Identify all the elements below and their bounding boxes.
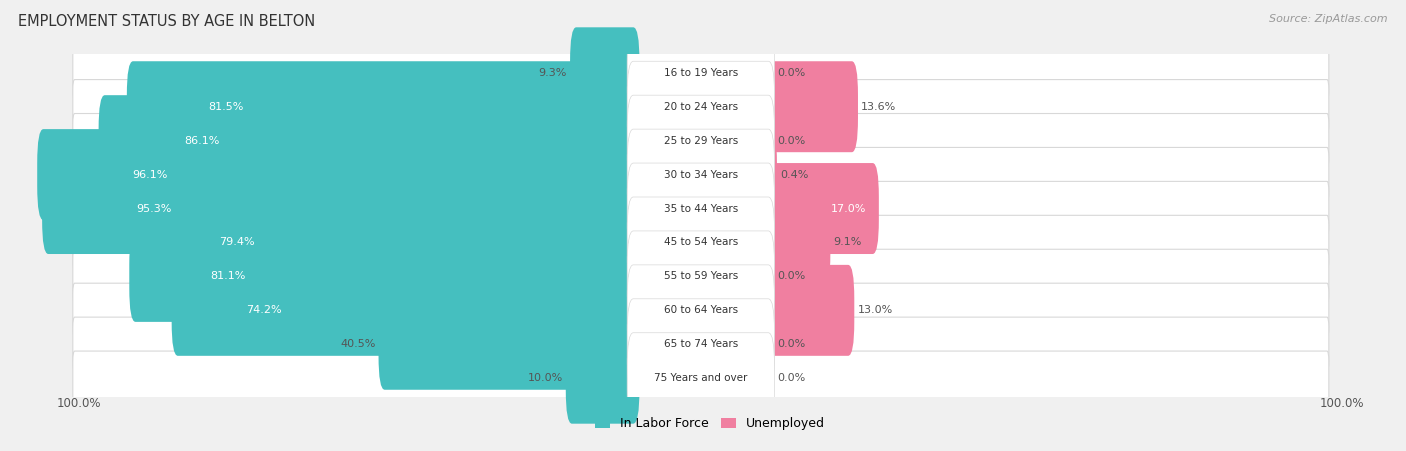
Text: 20 to 24 Years: 20 to 24 Years bbox=[664, 102, 738, 112]
Text: 13.0%: 13.0% bbox=[858, 305, 893, 315]
Text: 65 to 74 Years: 65 to 74 Years bbox=[664, 339, 738, 349]
Text: 81.1%: 81.1% bbox=[209, 272, 246, 281]
FancyBboxPatch shape bbox=[565, 333, 640, 423]
Text: 0.0%: 0.0% bbox=[778, 339, 806, 349]
Text: 75 Years and over: 75 Years and over bbox=[654, 373, 748, 383]
FancyBboxPatch shape bbox=[762, 129, 778, 220]
Text: 81.5%: 81.5% bbox=[208, 102, 243, 112]
FancyBboxPatch shape bbox=[627, 333, 775, 423]
FancyBboxPatch shape bbox=[139, 197, 640, 288]
FancyBboxPatch shape bbox=[73, 147, 1329, 202]
FancyBboxPatch shape bbox=[627, 299, 775, 390]
FancyBboxPatch shape bbox=[627, 231, 775, 322]
Text: 30 to 34 Years: 30 to 34 Years bbox=[664, 170, 738, 179]
FancyBboxPatch shape bbox=[73, 249, 1329, 304]
FancyBboxPatch shape bbox=[627, 265, 775, 356]
FancyBboxPatch shape bbox=[73, 215, 1329, 270]
Text: 17.0%: 17.0% bbox=[831, 203, 866, 213]
FancyBboxPatch shape bbox=[762, 61, 858, 152]
Text: 35 to 44 Years: 35 to 44 Years bbox=[664, 203, 738, 213]
Text: 0.0%: 0.0% bbox=[778, 272, 806, 281]
FancyBboxPatch shape bbox=[378, 299, 640, 390]
FancyBboxPatch shape bbox=[627, 28, 775, 118]
FancyBboxPatch shape bbox=[129, 231, 640, 322]
Text: 55 to 59 Years: 55 to 59 Years bbox=[664, 272, 738, 281]
FancyBboxPatch shape bbox=[627, 129, 775, 220]
Text: 60 to 64 Years: 60 to 64 Years bbox=[664, 305, 738, 315]
FancyBboxPatch shape bbox=[172, 265, 640, 356]
FancyBboxPatch shape bbox=[627, 95, 775, 186]
FancyBboxPatch shape bbox=[627, 61, 775, 152]
Text: 0.0%: 0.0% bbox=[778, 373, 806, 383]
Text: 0.4%: 0.4% bbox=[780, 170, 808, 179]
Text: Source: ZipAtlas.com: Source: ZipAtlas.com bbox=[1270, 14, 1388, 23]
FancyBboxPatch shape bbox=[98, 95, 640, 186]
FancyBboxPatch shape bbox=[73, 114, 1329, 168]
FancyBboxPatch shape bbox=[127, 61, 640, 152]
FancyBboxPatch shape bbox=[73, 283, 1329, 337]
FancyBboxPatch shape bbox=[73, 351, 1329, 405]
FancyBboxPatch shape bbox=[73, 317, 1329, 372]
FancyBboxPatch shape bbox=[627, 197, 775, 288]
Text: 0.0%: 0.0% bbox=[778, 68, 806, 78]
FancyBboxPatch shape bbox=[73, 79, 1329, 134]
FancyBboxPatch shape bbox=[42, 163, 640, 254]
Text: 100.0%: 100.0% bbox=[1319, 397, 1364, 410]
Legend: In Labor Force, Unemployed: In Labor Force, Unemployed bbox=[591, 412, 830, 435]
FancyBboxPatch shape bbox=[37, 129, 640, 220]
FancyBboxPatch shape bbox=[762, 163, 879, 254]
Text: 95.3%: 95.3% bbox=[136, 203, 172, 213]
FancyBboxPatch shape bbox=[569, 28, 640, 118]
Text: 13.6%: 13.6% bbox=[860, 102, 896, 112]
Text: 45 to 54 Years: 45 to 54 Years bbox=[664, 238, 738, 248]
Text: 9.1%: 9.1% bbox=[834, 238, 862, 248]
Text: 40.5%: 40.5% bbox=[340, 339, 375, 349]
Text: 100.0%: 100.0% bbox=[56, 397, 101, 410]
Text: 74.2%: 74.2% bbox=[246, 305, 281, 315]
Text: 10.0%: 10.0% bbox=[527, 373, 562, 383]
FancyBboxPatch shape bbox=[762, 197, 831, 288]
FancyBboxPatch shape bbox=[762, 265, 855, 356]
Text: 16 to 19 Years: 16 to 19 Years bbox=[664, 68, 738, 78]
Text: 25 to 29 Years: 25 to 29 Years bbox=[664, 136, 738, 146]
FancyBboxPatch shape bbox=[73, 46, 1329, 100]
Text: EMPLOYMENT STATUS BY AGE IN BELTON: EMPLOYMENT STATUS BY AGE IN BELTON bbox=[18, 14, 315, 28]
Text: 96.1%: 96.1% bbox=[132, 170, 167, 179]
Text: 86.1%: 86.1% bbox=[184, 136, 219, 146]
Text: 79.4%: 79.4% bbox=[219, 238, 254, 248]
FancyBboxPatch shape bbox=[73, 181, 1329, 236]
FancyBboxPatch shape bbox=[627, 163, 775, 254]
Text: 9.3%: 9.3% bbox=[538, 68, 567, 78]
Text: 0.0%: 0.0% bbox=[778, 136, 806, 146]
